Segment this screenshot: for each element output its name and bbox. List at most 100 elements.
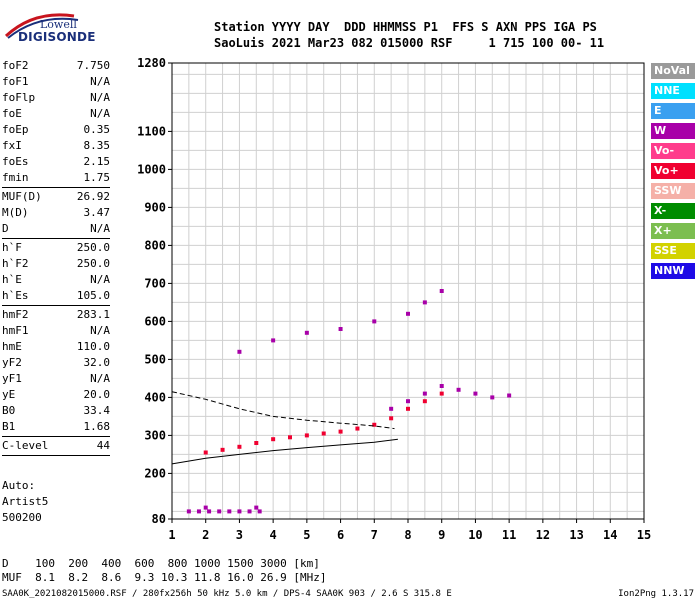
data-point xyxy=(372,422,377,427)
param-label: h`F xyxy=(2,241,22,254)
x-tick-label: 2 xyxy=(202,528,209,542)
param-label: h`F2 xyxy=(2,257,29,270)
param-label: yE xyxy=(2,388,16,401)
muf-frequency-row: MUF 8.1 8.2 8.6 9.3 10.3 11.8 16.0 26.9 … xyxy=(2,571,327,584)
param-label: h`Es xyxy=(2,289,29,302)
y-tick-label: 1280 xyxy=(137,56,166,70)
version-label: Ion2Png 1.3.17 xyxy=(618,589,694,599)
data-point xyxy=(372,319,377,324)
param-label: fxI xyxy=(2,139,22,152)
x-tick-label: 12 xyxy=(536,528,550,542)
data-point xyxy=(237,509,242,514)
param-value: 283.1 xyxy=(76,308,110,321)
y-tick-label: 600 xyxy=(144,314,166,328)
data-point xyxy=(422,300,427,305)
data-point xyxy=(271,338,276,343)
data-point xyxy=(203,450,208,455)
legend-item-e: E xyxy=(651,103,695,119)
data-point xyxy=(304,330,309,335)
data-point xyxy=(220,447,225,452)
x-tick-label: 8 xyxy=(404,528,411,542)
param-label: hmF2 xyxy=(2,308,29,321)
data-point xyxy=(304,433,309,438)
data-point xyxy=(237,349,242,354)
param-value: N/A xyxy=(90,324,110,337)
y-tick-label: 400 xyxy=(144,390,166,404)
data-point xyxy=(207,509,212,514)
data-point xyxy=(439,384,444,388)
header-row-values: SaoLuis 2021 Mar23 082 015000 RSF 1 715 … xyxy=(214,36,605,50)
auto-label: Auto: xyxy=(2,479,36,492)
data-point xyxy=(439,289,444,293)
param-value: 32.0 xyxy=(83,356,111,369)
x-tick-label: 14 xyxy=(603,528,617,542)
param-value: N/A xyxy=(90,75,110,88)
param-row: foFlp N/A xyxy=(2,90,110,106)
param-divider xyxy=(2,187,110,188)
muf-distance-row: D 100 200 400 600 800 1000 1500 3000 [km… xyxy=(2,557,320,570)
param-row: fmin 1.75 xyxy=(2,170,110,186)
legend-item-vominus: Vo- xyxy=(651,143,695,159)
param-value: 110.0 xyxy=(76,340,110,353)
param-label: B1 xyxy=(2,420,16,433)
data-point xyxy=(321,431,326,436)
param-value: 7.750 xyxy=(76,59,110,72)
param-divider xyxy=(2,305,110,306)
param-label: foEp xyxy=(2,123,29,136)
data-point xyxy=(237,444,242,449)
param-row: MUF(D) 26.92 xyxy=(2,189,110,205)
param-value: 250.0 xyxy=(76,241,110,254)
polarization-legend: NoVal NNE E W Vo- Vo+ SSW X- X+ SSE NNW xyxy=(651,63,695,283)
param-row: yF2 32.0 xyxy=(2,355,110,371)
auto-version: 500200 xyxy=(2,511,42,524)
param-row: foEs 2.15 xyxy=(2,154,110,170)
param-row: h`Es 105.0 xyxy=(2,288,110,304)
param-value: 3.47 xyxy=(83,206,111,219)
legend-item-xminus: X- xyxy=(651,203,695,219)
x-tick-label: 7 xyxy=(371,528,378,542)
param-label: B0 xyxy=(2,404,16,417)
data-point xyxy=(257,509,262,514)
data-point xyxy=(271,437,276,442)
data-point xyxy=(254,505,259,510)
param-value: 0.35 xyxy=(83,123,111,136)
legend-item-nne: NNE xyxy=(651,83,695,99)
param-value: N/A xyxy=(90,107,110,120)
autoscaling-info: Auto: Artist5 500200 xyxy=(2,478,48,526)
param-value: N/A xyxy=(90,91,110,104)
param-value: N/A xyxy=(90,222,110,235)
param-value: 1.75 xyxy=(83,171,111,184)
param-label: foE xyxy=(2,107,22,120)
x-tick-label: 11 xyxy=(502,528,516,542)
data-point xyxy=(196,509,201,514)
data-point xyxy=(338,327,343,331)
logo-swoosh-icon xyxy=(4,13,79,39)
data-point xyxy=(247,509,252,514)
param-row: D N/A xyxy=(2,221,110,237)
x-tick-label: 4 xyxy=(270,528,277,542)
param-divider xyxy=(2,238,110,239)
logo-text-digisonde: DIGISONDE xyxy=(18,30,96,44)
x-tick-label: 9 xyxy=(438,528,445,542)
param-value: 250.0 xyxy=(76,257,110,270)
param-label: hmF1 xyxy=(2,324,29,337)
param-row: foE N/A xyxy=(2,106,110,122)
data-point xyxy=(490,395,495,400)
data-point xyxy=(217,509,222,514)
param-label: C-level xyxy=(2,439,49,452)
param-row: C-level 44 xyxy=(2,438,110,454)
param-row: yF1 N/A xyxy=(2,371,110,387)
x-tick-label: 6 xyxy=(337,528,344,542)
param-value: 20.0 xyxy=(83,388,111,401)
param-row: hmF1 N/A xyxy=(2,323,110,339)
ionogram-chart: 1 2 3 4 5 6 7 8 9 10 11 12 13 14 158020030040050060070… xyxy=(137,56,651,542)
profile-line xyxy=(171,438,398,465)
data-point xyxy=(406,399,410,404)
param-label: MUF(D) xyxy=(2,190,42,203)
y-tick-label: 300 xyxy=(144,428,166,442)
x-tick-label: 13 xyxy=(569,528,583,542)
y-tick-label: 200 xyxy=(144,466,166,480)
param-label: D xyxy=(2,222,9,235)
param-value: 2.15 xyxy=(83,155,111,168)
param-label: fmin xyxy=(2,171,29,184)
